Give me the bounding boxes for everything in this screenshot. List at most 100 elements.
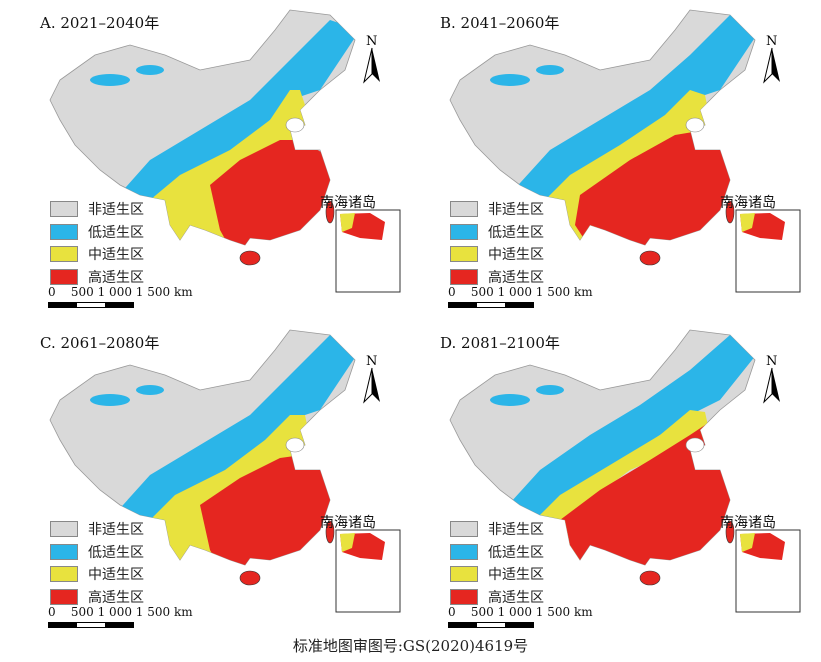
china-map: N (449, 329, 801, 613)
legend-label: 低适生区 (88, 544, 144, 561)
panel-title: B. 2041–2060年 (440, 14, 560, 32)
legend-swatch (450, 246, 478, 263)
legend: 非适生区低适生区中适生区高适生区 (50, 198, 144, 288)
scale-bar: 0 500 1 000 1 500 km (448, 285, 593, 308)
legend-item: 高适生区 (50, 266, 144, 289)
map-panel: N D. 2081–2100年 南海诸岛 非适生区低适生区中适生区 高适生区 0 … (400, 320, 810, 640)
legend-swatch (50, 201, 78, 218)
panel-title: C. 2061–2080年 (40, 334, 160, 352)
north-label: N (366, 354, 377, 369)
bohai-sea (685, 437, 705, 453)
map-panel: N C. 2061–2080年 南海诸岛 非适生区 低适生区 中适生区 高适生区 0 … (0, 320, 410, 640)
map-panel: N A. 2021–2040年 南海诸岛 非适生区 低适生区 中适生区 高适生区 0 … (0, 0, 410, 320)
scale-label: 0 500 1 000 1 500 km (448, 285, 593, 299)
taiwan-island (725, 200, 735, 224)
legend-label: 非适生区 (88, 202, 144, 219)
legend-item: 非适生区 (50, 518, 144, 541)
north-arrow-icon (763, 47, 780, 84)
hainan-island (239, 570, 261, 586)
legend-item: 中适生区 (50, 563, 144, 586)
legend-item: 中适生区 (50, 243, 144, 266)
legend-label: 中适生区 (88, 567, 144, 584)
bohai-sea (285, 117, 305, 133)
legend-swatch (450, 543, 478, 560)
legend-swatch (50, 223, 78, 240)
legend-swatch (50, 566, 78, 583)
legend-label: 非适生区 (88, 522, 144, 539)
legend-swatch (50, 268, 78, 285)
inset-label: 南海诸岛 (720, 195, 776, 211)
taiwan-island (325, 520, 335, 544)
hainan-island (239, 250, 261, 266)
region-high-suitable (200, 455, 335, 565)
panel-title: D. 2081–2100年 (440, 334, 560, 352)
legend-label: 中适生区 (488, 247, 544, 264)
legend-swatch (50, 521, 78, 538)
north-label: N (766, 354, 777, 369)
inset-map (740, 213, 755, 232)
north-label: N (366, 34, 377, 49)
region-low-suitable (490, 394, 530, 406)
legend-swatch (450, 588, 478, 605)
legend-swatch (450, 521, 478, 538)
legend-item: 低适生区 (450, 221, 544, 244)
china-map: N (49, 9, 401, 293)
inset-label: 南海诸岛 (720, 515, 776, 531)
region-low-suitable (136, 65, 164, 75)
legend-label: 中适生区 (88, 247, 144, 264)
scale-bar: 0 500 1 000 1 500 km (48, 605, 193, 628)
north-arrow-icon (363, 47, 380, 84)
legend: 非适生区低适生区中适生区 高适生区 (450, 518, 544, 608)
legend-item: 低适生区 (50, 541, 144, 564)
taiwan-island (325, 200, 335, 224)
legend-item: 高适生区 (50, 586, 144, 609)
legend-label: 高适生区 (88, 589, 144, 606)
scale-bar: 0 500 1 000 1 500 km (48, 285, 193, 308)
legend-label: 低适生区 (488, 544, 544, 561)
north-label: N (766, 34, 777, 49)
map-approval-caption: 标准地图审图号:GS(2020)4619号 (292, 637, 529, 655)
map-panel: N B. 2041–2060年 南海诸岛 非适生区低适生区中适生区高适生区 0 … (400, 0, 810, 320)
inset-map (740, 533, 755, 552)
legend-label: 高适生区 (488, 269, 544, 286)
legend-item: 高适生区 (450, 266, 544, 289)
legend-item: 高适生区 (450, 586, 544, 609)
scale-bar: 0 500 1 000 1 500 km (448, 605, 593, 628)
region-high-suitable (575, 130, 735, 245)
legend-label: 非适生区 (488, 202, 544, 219)
inset-map (340, 533, 355, 552)
region-low-suitable (490, 335, 755, 540)
bohai-sea (685, 117, 705, 133)
region-low-suitable (536, 65, 564, 75)
legend-item: 非适生区 (50, 198, 144, 221)
china-map: N (49, 329, 401, 613)
legend-item: 非适生区 (450, 518, 544, 541)
legend: 非适生区低适生区中适生区高适生区 (450, 198, 544, 288)
scale-label: 0 500 1 000 1 500 km (448, 605, 593, 619)
legend-item: 中适生区 (450, 243, 544, 266)
scale-label: 0 500 1 000 1 500 km (48, 285, 193, 299)
region-low-suitable (500, 15, 755, 220)
legend-item: 低适生区 (450, 541, 544, 564)
legend-label: 低适生区 (88, 224, 144, 241)
bohai-sea (285, 437, 305, 453)
region-low-suitable (110, 20, 355, 220)
panel-title: A. 2021–2040年 (40, 14, 160, 32)
china-map: N (449, 9, 801, 293)
legend-label: 低适生区 (488, 224, 544, 241)
hainan-island (639, 570, 661, 586)
legend-swatch (450, 268, 478, 285)
inset-map (340, 213, 355, 232)
north-arrow-icon (763, 367, 780, 404)
legend-swatch (450, 201, 478, 218)
legend-swatch (50, 246, 78, 263)
legend-item: 非适生区 (450, 198, 544, 221)
legend: 非适生区低适生区中适生区高适生区 (50, 518, 144, 608)
region-low-suitable (105, 335, 355, 540)
legend-swatch (50, 543, 78, 560)
legend-swatch (50, 588, 78, 605)
scale-label: 0 500 1 000 1 500 km (48, 605, 193, 619)
legend-item: 中适生区 (450, 563, 544, 586)
region-low-suitable (536, 385, 564, 395)
legend-label: 非适生区 (488, 522, 544, 539)
